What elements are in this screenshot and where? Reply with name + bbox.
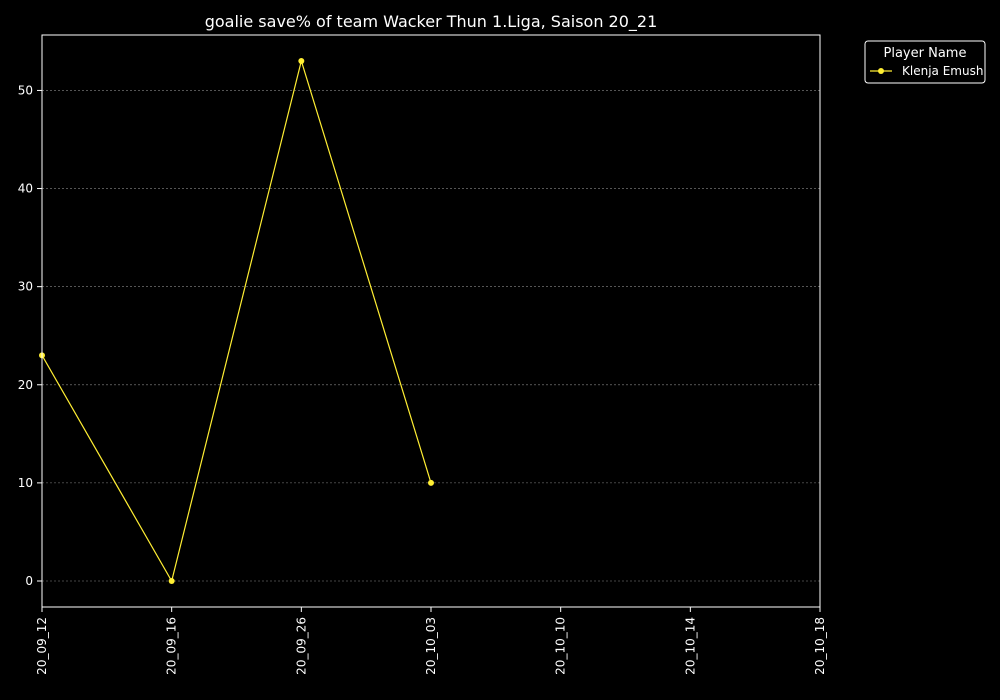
y-tick-label: 50 (18, 83, 33, 97)
plot-area (39, 58, 434, 584)
x-tick-label: 20_10_03 (424, 617, 438, 675)
legend-entry-label: Klenja Emush (902, 64, 983, 78)
chart-title: goalie save% of team Wacker Thun 1.Liga,… (205, 12, 658, 32)
data-point[interactable] (168, 578, 175, 584)
legend-box (864, 40, 986, 84)
grid-lines (42, 90, 820, 582)
data-point[interactable] (428, 479, 434, 486)
y-tick-label: 30 (18, 280, 33, 294)
legend[interactable]: Player Name Klenja Emush (864, 40, 986, 84)
y-tick-label: 0 (25, 574, 33, 588)
x-tick-label: 20_10_18 (813, 617, 827, 675)
y-tick-label: 10 (18, 476, 33, 490)
data-point[interactable] (298, 58, 305, 64)
y-axis: 0 10 20 30 40 50 (18, 83, 42, 588)
x-tick-label: 20_09_12 (35, 617, 49, 675)
x-tick-label: 20_09_16 (165, 617, 179, 675)
y-tick-label: 20 (18, 378, 33, 392)
x-tick-label: 20_10_14 (683, 617, 697, 675)
plot-frame (41, 34, 821, 608)
legend-marker (878, 68, 884, 74)
legend-title: Player Name (884, 46, 967, 61)
series-line (41, 58, 432, 583)
y-tick-label: 40 (18, 182, 33, 196)
x-tick-label: 20_09_26 (294, 617, 308, 675)
x-axis: 20_09_12 20_09_16 20_09_26 20_10_03 20_10_10… (35, 607, 827, 675)
x-tick-label: 20_10_10 (554, 617, 568, 675)
